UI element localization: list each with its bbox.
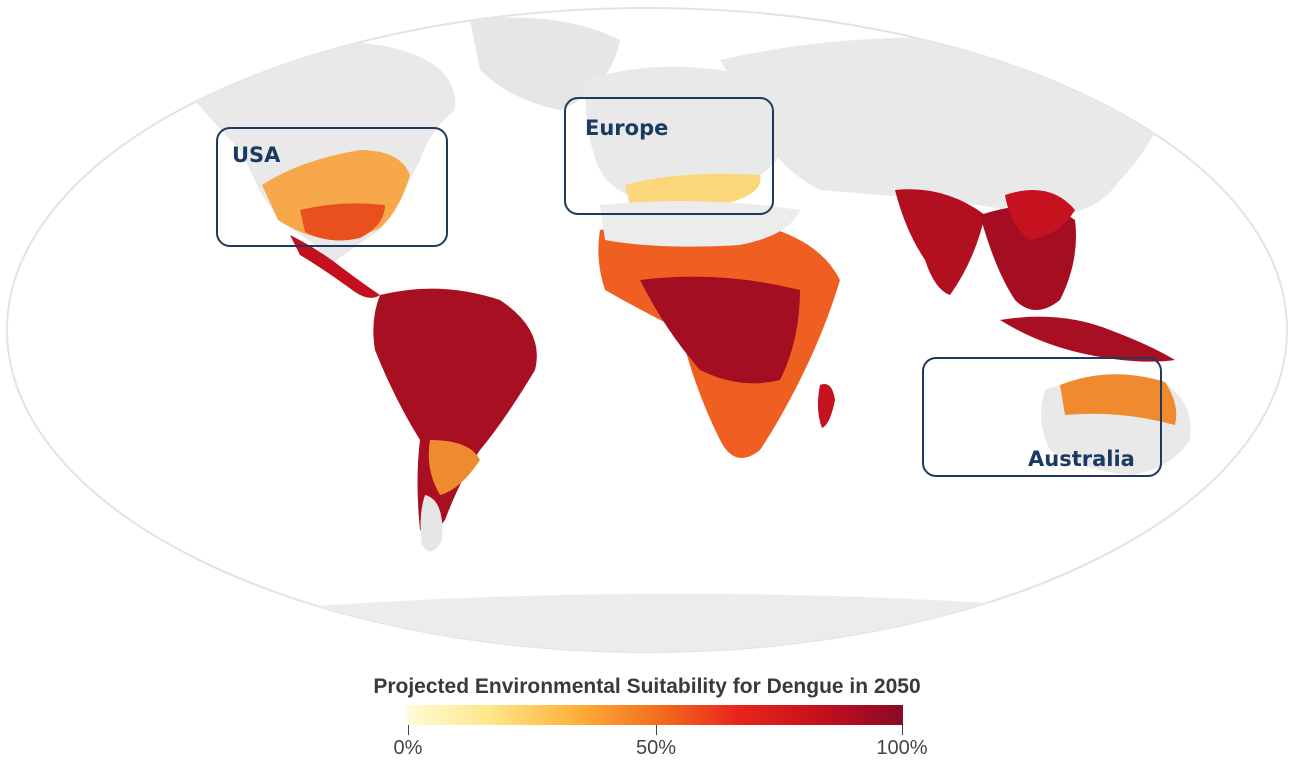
- greenland: [470, 17, 620, 110]
- legend-color-bar: [407, 705, 903, 725]
- legend-tick-label-100: 100%: [876, 737, 928, 759]
- indonesia: [1000, 316, 1175, 362]
- legend-title: Projected Environmental Suitability for …: [373, 675, 921, 698]
- madagascar: [817, 384, 835, 428]
- europe-region-label: Europe: [585, 116, 669, 140]
- south-america-south: [428, 440, 480, 495]
- legend-tick-50: [656, 725, 657, 735]
- india: [895, 189, 985, 295]
- australia-region-box: [922, 357, 1162, 477]
- usa-region-box: [216, 127, 448, 247]
- world-map: [6, 7, 1288, 653]
- patagonia: [420, 495, 443, 552]
- legend-tick-100: [902, 725, 903, 735]
- europe: [585, 66, 790, 202]
- central-america: [290, 235, 380, 298]
- legend-tick-label-0: 0%: [393, 737, 423, 759]
- australia-region-label: Australia: [1028, 447, 1135, 471]
- africa-central: [640, 276, 800, 384]
- europe-south-suitability: [625, 173, 761, 209]
- sahara: [600, 201, 800, 247]
- usa-region-label: USA: [232, 143, 281, 167]
- china-south: [1005, 190, 1075, 240]
- new-zealand: [1230, 476, 1245, 501]
- legend-tick-label-50: 50%: [635, 737, 677, 759]
- australia-north-suitability: [1060, 374, 1177, 425]
- south-america: [373, 288, 537, 534]
- legend-tick-0: [408, 725, 409, 735]
- antarctica: [150, 593, 1150, 652]
- usa-south-high: [300, 203, 385, 241]
- europe-region-box: [564, 97, 774, 215]
